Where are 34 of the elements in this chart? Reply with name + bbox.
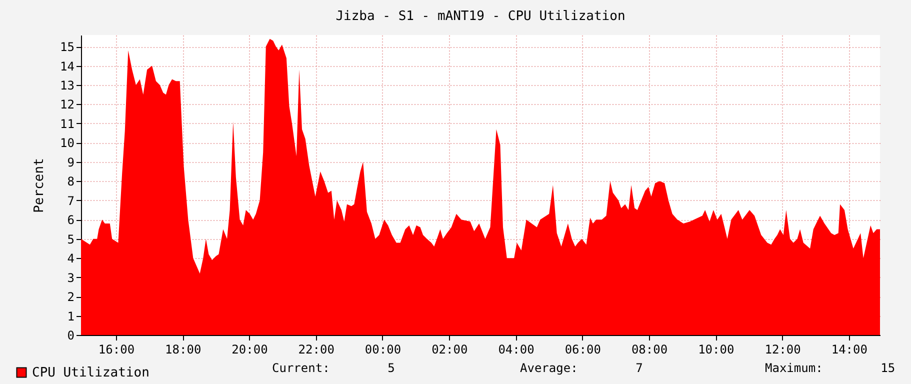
x-tick-label: 16:00 <box>98 342 135 356</box>
text: Current: 5 <box>272 361 395 375</box>
y-tick-label: 5 <box>67 232 74 246</box>
y-axis-title: Percent <box>32 158 48 213</box>
y-tick-label: 6 <box>67 213 74 228</box>
x-tick-label: 14:00 <box>831 342 868 356</box>
text: Average: 7 <box>520 361 643 375</box>
x-tick-label: 04:00 <box>498 342 534 356</box>
x-tick-label: 18:00 <box>165 342 202 356</box>
y-tick-label: 14 <box>60 59 74 74</box>
chart-title: Jizba - S1 - mANT19 - CPU Utilization <box>336 9 626 24</box>
x-tick-label: 00:00 <box>364 342 402 356</box>
x-tick-label: 22:00 <box>298 342 334 356</box>
x-tick-label: 02:00 <box>432 342 468 356</box>
y-tick-label: 9 <box>67 155 74 170</box>
x-tick-label: 08:00 <box>631 342 668 356</box>
y-tick-label: 15 <box>60 40 74 54</box>
y-tick-label: 8 <box>67 174 74 189</box>
y-tick-label: 13 <box>60 78 74 92</box>
y-tick-label: 11 <box>60 116 74 131</box>
y-tick-label: 3 <box>67 270 74 285</box>
y-tick-label: 2 <box>67 290 74 304</box>
x-tick-label: 12:00 <box>764 342 801 356</box>
legend-label: CPU Utilization <box>32 366 150 380</box>
y-tick-label: 7 <box>67 194 74 208</box>
x-tick-label: 20:00 <box>232 342 268 356</box>
y-tick-label: 1 <box>67 309 74 324</box>
y-tick-label: 4 <box>67 252 74 266</box>
x-tick-label: 10:00 <box>698 342 734 356</box>
x-tick-label: 06:00 <box>564 342 601 356</box>
y-tick-label: 12 <box>60 98 74 112</box>
y-tick-label: 0 <box>67 328 74 342</box>
text: Maximum: 15 <box>765 361 896 375</box>
y-tick-label: 10 <box>60 136 74 150</box>
